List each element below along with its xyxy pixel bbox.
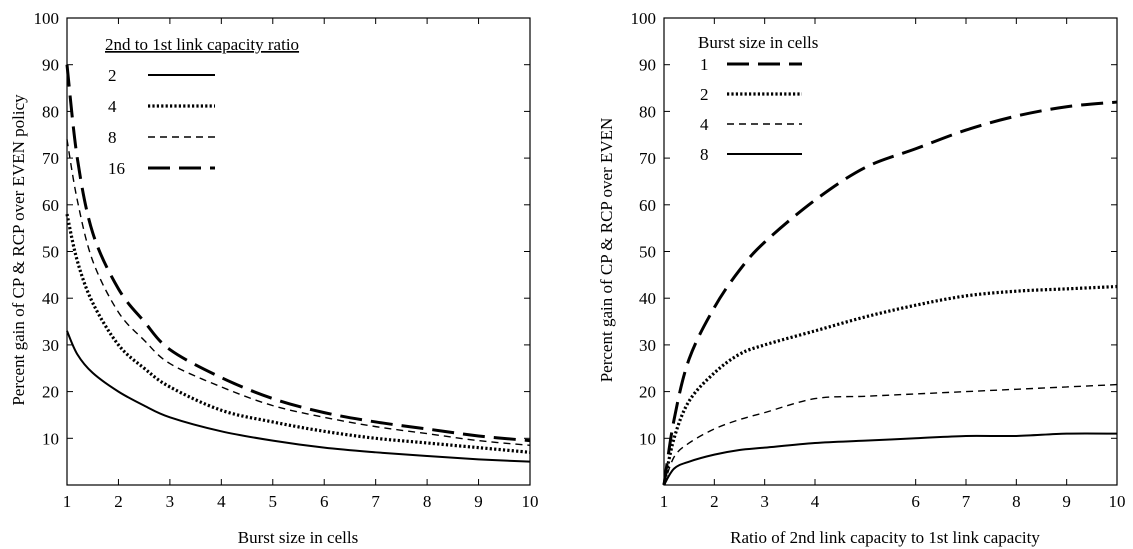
right-series-lines	[662, 100, 1118, 486]
right-x-tick-label: 7	[962, 492, 971, 511]
left-x-tick-label: 1	[63, 492, 72, 511]
right-series-line-2	[662, 284, 1118, 486]
left-y-tick-label: 90	[42, 56, 59, 75]
right-y-tick-label: 50	[639, 243, 656, 262]
right-series-line-1	[662, 100, 1118, 486]
right-x-tick-label: 2	[710, 492, 719, 511]
right-x-tick-label: 6	[911, 492, 920, 511]
right-x-tick-label: 10	[1109, 492, 1126, 511]
right-x-tick-label: 8	[1012, 492, 1021, 511]
left-x-axis-label: Burst size in cells	[238, 528, 358, 547]
left-x-tick-label: 10	[522, 492, 539, 511]
right-x-tick-label: 4	[811, 492, 820, 511]
left-series-line-8	[66, 139, 531, 447]
right-plot-frame	[663, 17, 1118, 486]
right-y-ticks: 10 20 30 40 50 60 70 80 90 100	[631, 9, 1117, 448]
left-series-line-16	[65, 64, 531, 443]
left-x-tick-label: 2	[114, 492, 123, 511]
right-y-tick-label: 40	[639, 289, 656, 308]
left-y-tick-label: 60	[42, 196, 59, 215]
left-y-tick-label: 20	[42, 383, 59, 402]
left-series-line-2	[66, 330, 531, 463]
right-y-tick-label: 80	[639, 102, 656, 121]
right-legend-label: 2	[700, 85, 709, 104]
left-series-lines	[65, 64, 531, 463]
right-x-axis-label: Ratio of 2nd link capacity to 1st link c…	[730, 528, 1040, 547]
chart-left: 10 20 30 40 50 60 70 80 90 100 1 2 3 4 5 6 7 8 9 10 Burst …	[9, 9, 539, 547]
left-y-tick-label: 40	[42, 289, 59, 308]
right-y-axis-label: Percent gain of CP & RCP over EVEN	[597, 118, 616, 383]
chart-right: 10 20 30 40 50 60 70 80 90 100 1 2 3 4 6 7 8 9 10 Ratio o…	[597, 9, 1126, 547]
right-x-ticks: 1 2 3 4 6 7 8 9 10	[660, 18, 1126, 511]
left-x-tick-label: 6	[320, 492, 329, 511]
left-legend-label: 16	[108, 159, 125, 178]
left-x-tick-label: 3	[166, 492, 175, 511]
right-legend: 1 2 4 8	[700, 55, 802, 164]
left-y-tick-label: 50	[42, 243, 59, 262]
right-legend-label: 4	[700, 115, 709, 134]
right-y-tick-label: 60	[639, 196, 656, 215]
right-legend-label: 1	[700, 55, 709, 74]
left-legend-label: 4	[108, 97, 117, 116]
left-x-tick-label: 8	[423, 492, 432, 511]
left-x-tick-label: 9	[474, 492, 483, 511]
right-series-line-8	[663, 432, 1118, 486]
right-series-line-4	[663, 383, 1118, 486]
left-plot-frame	[66, 17, 531, 486]
left-legend-label: 8	[108, 128, 117, 147]
right-x-tick-label: 9	[1062, 492, 1071, 511]
left-y-tick-label: 10	[42, 429, 59, 448]
right-x-tick-label: 3	[760, 492, 769, 511]
left-series-line-4	[65, 213, 531, 454]
left-y-tick-label: 80	[42, 102, 59, 121]
left-y-ticks: 10 20 30 40 50 60 70 80 90 100	[34, 9, 530, 448]
right-legend-title: Burst size in cells	[698, 33, 818, 52]
right-legend-label: 8	[700, 145, 709, 164]
right-y-tick-label: 20	[639, 383, 656, 402]
left-y-axis-label: Percent gain of CP & RCP over EVEN polic…	[9, 94, 28, 406]
left-legend-title: 2nd to 1st link capacity ratio	[105, 35, 299, 54]
right-y-tick-label: 10	[639, 429, 656, 448]
right-y-tick-label: 90	[639, 56, 656, 75]
right-y-tick-label: 70	[639, 149, 656, 168]
left-y-tick-label: 30	[42, 336, 59, 355]
left-x-tick-label: 5	[269, 492, 278, 511]
right-x-tick-label: 1	[660, 492, 669, 511]
right-y-tick-label: 100	[631, 9, 657, 28]
left-x-ticks: 1 2 3 4 5 6 7 8 9 10	[63, 18, 539, 511]
left-x-tick-label: 4	[217, 492, 226, 511]
left-x-tick-label: 7	[371, 492, 380, 511]
left-legend-label: 2	[108, 66, 117, 85]
right-y-tick-label: 30	[639, 336, 656, 355]
left-y-tick-label: 100	[34, 9, 60, 28]
left-y-tick-label: 70	[42, 149, 59, 168]
left-legend: 2 4 8 16	[108, 66, 215, 178]
